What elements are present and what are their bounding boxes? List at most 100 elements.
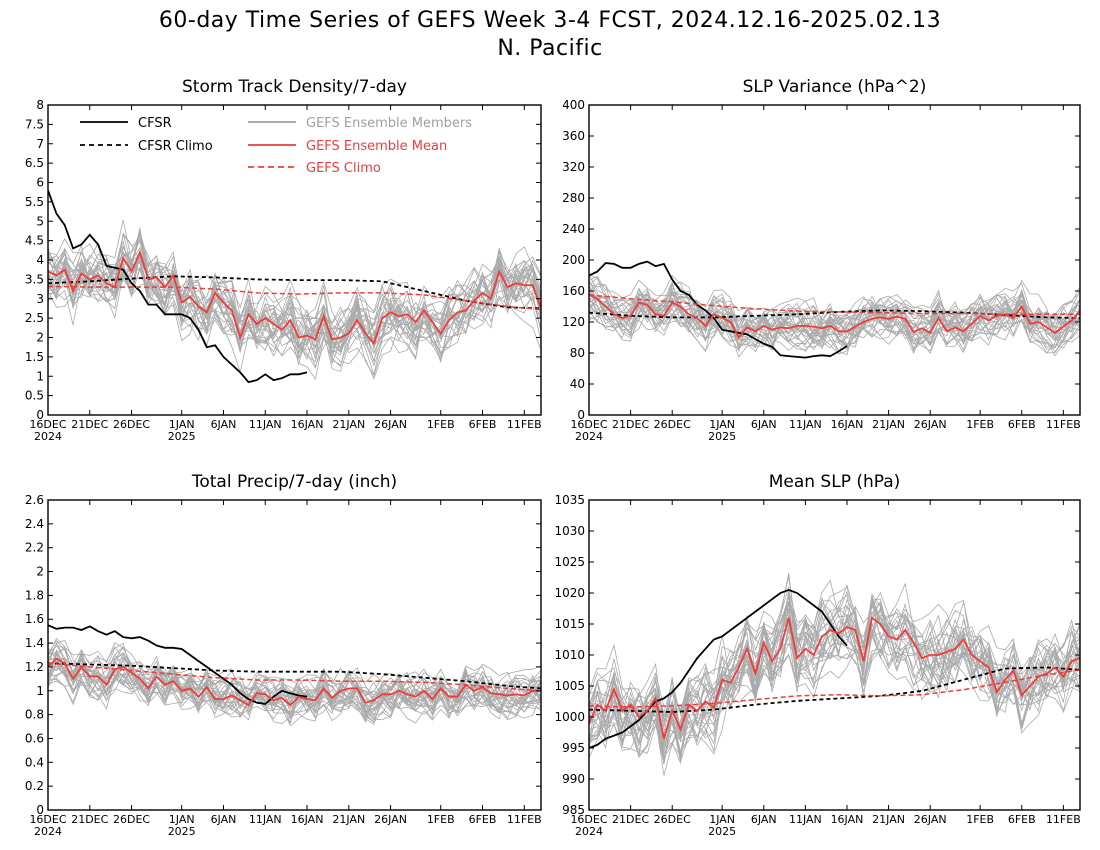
ensemble-member-line xyxy=(48,649,541,727)
ensemble-member-line xyxy=(48,642,541,716)
panel-2: SLP Variance (hPa^2) 0 40 80 120 160 200 240 280… xyxy=(562,77,1081,443)
y-tick-label: 3 xyxy=(36,292,44,306)
x-tick-label: 11FEB xyxy=(1046,418,1081,431)
x-tick-label: 6FEB xyxy=(1008,813,1036,826)
y-tick-label: 0 xyxy=(36,803,44,817)
x-tick-year-label: 2024 xyxy=(575,825,603,838)
y-tick-label: 40 xyxy=(570,377,585,391)
y-tick-label: 80 xyxy=(570,346,585,360)
ensemble-member-line xyxy=(48,645,541,718)
plot-area xyxy=(48,189,541,384)
x-tick-label: 1FEB xyxy=(427,813,455,826)
y-tick-label: 1030 xyxy=(554,524,585,538)
x-tick-label: 1FEB xyxy=(966,418,994,431)
y-tick-label: 2 xyxy=(36,565,44,579)
ensemble-member-line xyxy=(48,646,541,717)
x-tick-label: 21JAN xyxy=(872,418,905,431)
y-tick-label: 0.6 xyxy=(25,731,44,745)
ensemble-members xyxy=(48,219,541,381)
y-tick-label: 990 xyxy=(562,772,585,786)
ensemble-member-line xyxy=(589,294,1080,342)
series-gefs-mean xyxy=(589,616,1080,739)
series-gefs-climo xyxy=(589,294,1080,316)
ensemble-member-line xyxy=(48,240,541,381)
series-cfsr xyxy=(589,260,848,359)
ensemble-members xyxy=(48,637,541,727)
y-tick-label: 400 xyxy=(562,98,585,112)
panel-title: Mean SLP (hPa) xyxy=(769,472,901,492)
series-gefs-mean xyxy=(589,294,1080,340)
y-tick-label: 1.8 xyxy=(25,588,44,602)
panel-1: Storm Track Density/7-day 0 0.5 1 1.5 2 2.5 3 3.… xyxy=(25,77,542,443)
ensemble-member-line xyxy=(589,279,1080,355)
plot-frame xyxy=(588,499,1081,811)
y-tick-label: 1.2 xyxy=(25,660,44,674)
plot-area xyxy=(589,572,1080,776)
y-tick-label: 200 xyxy=(562,253,585,267)
y-tick-label: 320 xyxy=(562,160,585,174)
x-tick-label: 21JAN xyxy=(872,813,905,826)
x-tick-label: 26DEC xyxy=(113,813,150,826)
x-tick-label: 6JAN xyxy=(211,813,237,826)
ensemble-member-line xyxy=(48,248,541,360)
y-tick-label: 360 xyxy=(562,129,585,143)
x-tick-label: 26JAN xyxy=(914,418,947,431)
x-tick-label: 16JAN xyxy=(291,813,324,826)
series-cfsr-climo xyxy=(589,666,1080,713)
x-tick-label: 16DEC xyxy=(570,418,607,431)
x-tick-label: 21DEC xyxy=(71,813,108,826)
x-tick-year-label: 2025 xyxy=(708,430,736,443)
x-tick-label: 26JAN xyxy=(914,813,947,826)
y-tick-label: 0.5 xyxy=(25,389,44,403)
ensemble-member-line xyxy=(589,599,1080,753)
x-tick-label: 26JAN xyxy=(374,418,407,431)
series-gefs-climo xyxy=(48,285,541,311)
panel-3: Total Precip/7-day (inch)00.20.40.60.811… xyxy=(25,472,542,838)
legend-label-gefs-members: GEFS Ensemble Members xyxy=(306,116,472,131)
y-tick-label: 7 xyxy=(36,137,44,151)
ensemble-member-line xyxy=(48,252,541,370)
x-tick-label: 21DEC xyxy=(612,813,649,826)
x-tick-label: 21DEC xyxy=(71,418,108,431)
plot-area xyxy=(589,260,1080,359)
x-tick-label: 21JAN xyxy=(332,418,365,431)
ensemble-member-line xyxy=(589,602,1080,759)
x-tick-label: 11JAN xyxy=(249,418,282,431)
x-tick-label: 21JAN xyxy=(332,813,365,826)
series-cfsr xyxy=(48,624,308,705)
panel-title: Total Precip/7-day (inch) xyxy=(191,472,397,492)
series-gefs-mean xyxy=(48,657,541,707)
x-tick-label: 11FEB xyxy=(507,418,542,431)
y-tick-label: 2.2 xyxy=(25,541,44,555)
x-tick-label: 16JAN xyxy=(291,418,324,431)
x-tick-label: 16JAN xyxy=(831,813,864,826)
ensemble-member-line xyxy=(589,274,1080,356)
x-tick-label: 26DEC xyxy=(113,418,150,431)
y-tick-label: 1 xyxy=(36,684,44,698)
plot-frame xyxy=(47,499,542,811)
y-tick-label: 4.5 xyxy=(25,234,44,248)
x-tick-label: 16DEC xyxy=(29,813,66,826)
y-tick-label: 0.2 xyxy=(25,779,44,793)
x-tick-year-label: 2024 xyxy=(575,430,603,443)
x-tick-label: 26DEC xyxy=(654,418,691,431)
x-tick-label: 6JAN xyxy=(751,813,777,826)
x-tick-label: 11JAN xyxy=(249,813,282,826)
x-tick-year-label: 2024 xyxy=(34,430,62,443)
legend-label-cfsr-climo: CFSR Climo xyxy=(138,139,213,154)
y-tick-label: 1020 xyxy=(554,586,585,600)
y-tick-label: 1.4 xyxy=(25,636,44,650)
series-gefs-climo xyxy=(589,669,1080,708)
ensemble-member-line xyxy=(48,230,541,374)
ensemble-member-line xyxy=(48,650,541,725)
x-tick-label: 11FEB xyxy=(1046,813,1081,826)
y-tick-label: 6 xyxy=(36,176,44,190)
x-tick-label: 11FEB xyxy=(507,813,542,826)
x-tick-label: 6JAN xyxy=(211,418,237,431)
x-tick-label: 1JAN xyxy=(709,418,735,431)
y-tick-label: 1010 xyxy=(554,648,585,662)
figure-subtitle: N. Pacific xyxy=(497,36,603,61)
ensemble-member-line xyxy=(48,664,541,720)
